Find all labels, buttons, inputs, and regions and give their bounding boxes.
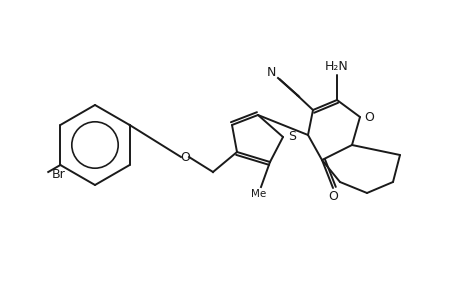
Text: S: S	[287, 130, 295, 142]
Text: O: O	[363, 110, 373, 124]
Text: O: O	[179, 151, 190, 164]
Text: O: O	[327, 190, 337, 202]
Text: Me: Me	[251, 189, 266, 199]
Text: N: N	[266, 65, 275, 79]
Text: H₂N: H₂N	[325, 59, 348, 73]
Text: Br: Br	[51, 167, 65, 181]
